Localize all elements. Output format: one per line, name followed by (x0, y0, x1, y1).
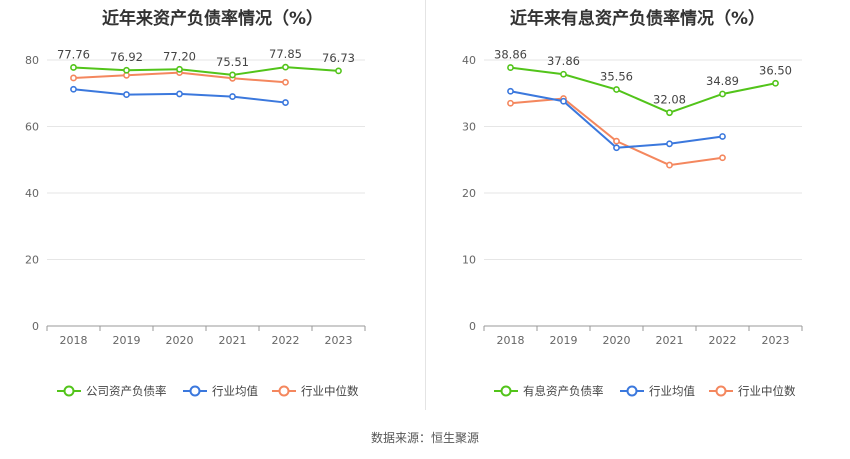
y-tick-label: 60 (25, 121, 39, 134)
legend-label: 行业均值 (649, 384, 695, 398)
data-point (282, 63, 289, 71)
data-label: 77.85 (269, 47, 302, 61)
series-line (510, 66, 776, 114)
x-tick-label: 2019 (550, 334, 578, 347)
data-point (123, 91, 130, 98)
x-tick-label: 2020 (166, 334, 194, 347)
x-tick-label: 2023 (325, 334, 353, 347)
data-point (176, 90, 183, 98)
series-line (73, 66, 339, 76)
data-point (666, 109, 673, 117)
data-label: 37.86 (547, 54, 580, 68)
x-tick-label: 2022 (272, 334, 300, 347)
x-tick-label: 2023 (762, 334, 790, 347)
data-point (560, 70, 567, 78)
legend-label: 公司资产负债率 (86, 384, 167, 398)
data-point (719, 90, 726, 98)
data-label: 77.76 (57, 47, 90, 61)
data-label: 32.08 (653, 93, 686, 107)
data-label: 36.50 (759, 63, 792, 77)
data-point (719, 154, 726, 162)
legend-label: 行业均值 (212, 384, 258, 398)
legend-swatch-marker (500, 385, 512, 397)
data-label: 38.86 (494, 48, 527, 62)
chart-title: 近年来有息资产负债率情况（%） (509, 9, 766, 29)
debt-ratio-chart: 0 20 40 60 80 2018 2019 2020 2021 2022 2023 77.76 76… (25, 47, 366, 398)
data-label: 35.56 (600, 70, 633, 84)
data-point (666, 140, 673, 148)
data-point (229, 93, 236, 100)
chart-panel-debt-ratio: 近年来资产负债率情况（%） 0 20 40 60 80 2018 2019 2020 2021 2… (0, 0, 425, 410)
x-tick-label: 2022 (709, 334, 737, 347)
legend-swatch-marker (278, 385, 290, 397)
legend-label: 有息资产负债率 (523, 384, 604, 398)
data-point (70, 85, 77, 93)
x-tick-label: 2021 (656, 334, 684, 347)
data-point (335, 67, 342, 75)
data-point (282, 99, 289, 106)
legend-swatch-marker (189, 385, 201, 397)
data-label: 75.51 (216, 55, 249, 69)
y-tick-label: 0 (32, 320, 39, 333)
chart-title: 近年来资产负债率情况（%） (101, 9, 324, 29)
data-point (70, 64, 77, 71)
legend-swatch-marker (715, 385, 727, 397)
data-label: 34.89 (706, 74, 739, 88)
data-point (666, 161, 673, 169)
data-point (613, 144, 620, 152)
y-tick-label: 0 (469, 320, 476, 333)
data-point (613, 137, 620, 145)
data-point (123, 66, 130, 74)
y-tick-label: 40 (462, 54, 476, 67)
y-tick-label: 10 (462, 254, 476, 267)
chart-panel-interest-debt-ratio: 近年来有息资产负债率情况（%） 0 10 20 30 40 2018 2019 2020 202… (425, 0, 850, 410)
data-point (282, 78, 289, 86)
series-line (510, 97, 723, 167)
legend-label: 行业中位数 (301, 384, 359, 398)
y-tick-label: 30 (462, 121, 476, 134)
data-point (507, 87, 514, 95)
data-source-note: 数据来源：恒生聚源 (370, 431, 479, 445)
data-point (229, 71, 236, 79)
data-label: 76.73 (322, 51, 355, 65)
interest-debt-ratio-chart: 0 10 20 30 40 2018 2019 2020 2021 2022 2023 38.86 37… (462, 48, 803, 398)
data-point (613, 86, 620, 93)
x-tick-label: 2020 (603, 334, 631, 347)
data-point (507, 99, 514, 107)
legend-label: 行业中位数 (738, 384, 796, 398)
data-point (719, 133, 726, 140)
x-tick-label: 2019 (113, 334, 141, 347)
data-point (772, 79, 779, 87)
x-tick-label: 2018 (497, 334, 525, 347)
data-label: 76.92 (110, 50, 143, 64)
data-point (560, 97, 567, 105)
legend-swatch-marker (63, 385, 75, 397)
y-tick-label: 20 (462, 187, 476, 200)
data-point (70, 74, 77, 82)
y-tick-label: 40 (25, 187, 39, 200)
y-tick-label: 20 (25, 254, 39, 267)
data-point (176, 65, 183, 73)
data-point (507, 64, 514, 71)
legend-swatch-marker (626, 385, 638, 397)
x-tick-label: 2018 (60, 334, 88, 347)
panel-divider (425, 0, 426, 410)
data-label: 77.20 (163, 49, 196, 63)
x-tick-label: 2021 (219, 334, 247, 347)
y-tick-label: 80 (25, 54, 39, 67)
